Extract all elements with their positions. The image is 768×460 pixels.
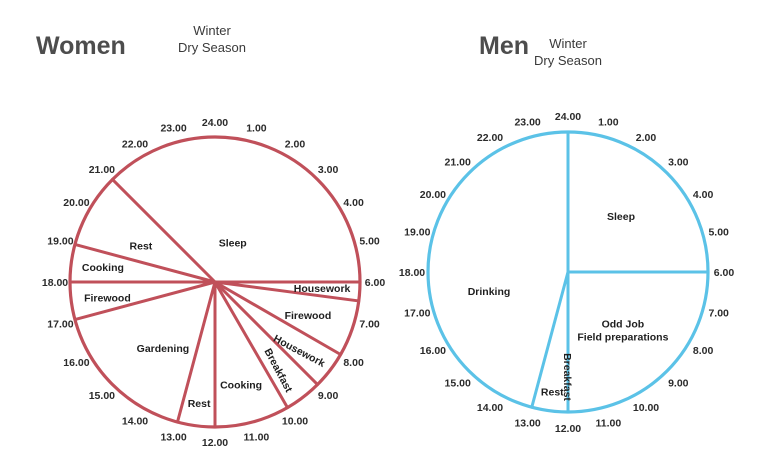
women-hour-label: 18.00 — [42, 277, 68, 289]
women-activity-label: Gardening — [137, 343, 190, 355]
men-activity-label: Rest — [541, 386, 564, 398]
women-hour-label: 7.00 — [359, 318, 380, 330]
women-activity-label: Housework — [294, 283, 351, 295]
women-hour-label: 24.00 — [202, 117, 228, 129]
women-slice-boundary — [73, 280, 217, 322]
women-hour-label: 3.00 — [318, 164, 339, 176]
women-slice-boundary — [175, 280, 217, 424]
women-hour-label: 6.00 — [365, 277, 386, 289]
men-activity-label: Breakfast — [561, 353, 573, 401]
women-activity-label: Firewood — [285, 310, 332, 322]
women-hour-label: 2.00 — [285, 138, 306, 150]
men-hour-label: 19.00 — [404, 227, 430, 239]
men-hour-label: 24.00 — [555, 111, 581, 123]
men-hour-label: 13.00 — [514, 418, 540, 430]
women-slice-boundary — [213, 280, 361, 303]
women-activity-label: Cooking — [220, 380, 262, 392]
women-hour-label: 9.00 — [318, 390, 339, 402]
men-hour-label: 16.00 — [420, 345, 446, 357]
men-hour-label: 6.00 — [714, 267, 735, 279]
men-hour-label: 5.00 — [708, 227, 729, 239]
women-activity-label: Rest — [130, 240, 153, 252]
women-chart-subtitle-line1: Winter — [193, 23, 231, 38]
women-hour-label: 4.00 — [343, 197, 364, 209]
men-hour-label: 4.00 — [693, 189, 714, 201]
women-hour-label: 14.00 — [122, 416, 148, 428]
women-hour-label: 19.00 — [47, 236, 73, 248]
men-slice-boundary — [530, 270, 570, 409]
men-hour-label: 2.00 — [636, 132, 657, 144]
men-chart-subtitle-line2: Dry Season — [534, 53, 602, 68]
women-chart-title: Women — [36, 32, 126, 60]
men-hour-label: 8.00 — [693, 345, 714, 357]
women-activity-label: Firewood — [84, 293, 131, 305]
men-hour-label: 1.00 — [598, 116, 619, 128]
women-slice-boundary — [213, 280, 320, 387]
men-chart-subtitle-line1: Winter — [549, 36, 587, 51]
women-slice-boundary — [110, 177, 217, 284]
women-hour-label: 23.00 — [160, 122, 186, 134]
men-hour-label: 22.00 — [477, 132, 503, 144]
men-hour-label: 12.00 — [555, 423, 581, 435]
women-slice-boundary — [213, 280, 289, 410]
women-pie-chart: 24.00 1.00 2.00 3.00 4.00 5.00 6.00 7.00 8.00 9.0… — [42, 117, 386, 449]
women-hour-label: 16.00 — [63, 357, 89, 369]
women-hour-label: 15.00 — [89, 390, 115, 402]
women-slice-boundary — [213, 280, 343, 356]
women-activity-label: Cooking — [82, 262, 124, 274]
men-activity-label: Sleep — [607, 211, 635, 223]
women-slice-boundary — [73, 242, 217, 284]
men-pie-chart: 24.00 1.00 2.00 3.00 4.00 5.00 6.00 7.00 8.00 9.0… — [399, 111, 735, 435]
women-chart-subtitle-line2: Dry Season — [178, 40, 246, 55]
women-hour-label: 20.00 — [63, 197, 89, 209]
women-hour-label: 17.00 — [47, 318, 73, 330]
men-activity-label: Odd Job Field preparations — [577, 318, 668, 343]
men-hour-label: 23.00 — [514, 116, 540, 128]
men-hour-label: 10.00 — [633, 402, 659, 414]
women-hour-label: 10.00 — [282, 416, 308, 428]
women-hour-label: 11.00 — [244, 432, 270, 444]
men-hour-label: 9.00 — [668, 377, 689, 389]
men-hour-label: 7.00 — [708, 307, 729, 319]
men-hour-label: 18.00 — [399, 267, 425, 279]
men-hour-label: 11.00 — [596, 418, 622, 430]
men-chart-title: Men — [479, 32, 529, 60]
men-hour-label: 21.00 — [445, 157, 471, 169]
men-hour-label: 20.00 — [420, 189, 446, 201]
women-hour-label: 13.00 — [160, 432, 186, 444]
men-activity-label: Drinking — [468, 286, 511, 298]
women-hour-label: 8.00 — [343, 357, 364, 369]
women-hour-label: 5.00 — [359, 236, 380, 248]
men-hour-label: 15.00 — [445, 377, 471, 389]
women-activity-label: Rest — [188, 398, 211, 410]
women-hour-label: 1.00 — [246, 122, 267, 134]
men-hour-label: 14.00 — [477, 402, 503, 414]
women-activity-label: Sleep — [219, 237, 247, 249]
men-hour-label: 3.00 — [668, 157, 689, 169]
women-hour-label: 22.00 — [122, 138, 148, 150]
women-hour-label: 12.00 — [202, 437, 228, 449]
women-hour-label: 21.00 — [89, 164, 115, 176]
men-hour-label: 17.00 — [404, 307, 430, 319]
